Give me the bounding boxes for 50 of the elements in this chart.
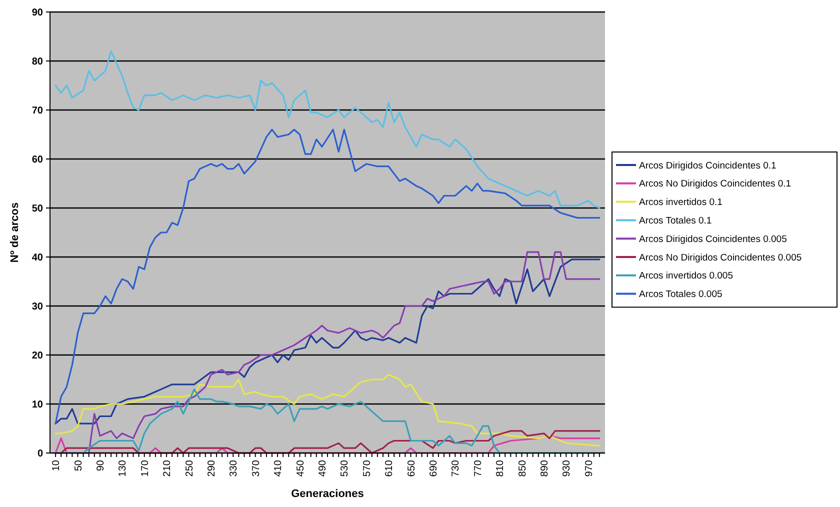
legend-label: Arcos invertidos 0.1	[639, 197, 722, 208]
y-tick-label: 60	[32, 154, 44, 166]
x-tick-label: 450	[295, 460, 306, 477]
line-series	[54, 258, 600, 424]
x-tick-label: 170	[140, 460, 151, 477]
x-tick-label: 410	[273, 460, 284, 477]
line-series	[54, 374, 600, 446]
line-series	[54, 128, 600, 424]
x-tick-label: 570	[362, 460, 373, 477]
x-tick-label: 330	[228, 460, 240, 477]
y-tick-label: 80	[32, 56, 44, 68]
x-tick-label: 210	[162, 460, 174, 477]
y-tick-label: 30	[32, 302, 44, 312]
x-tick-label: 770	[472, 460, 484, 477]
line-series	[54, 388, 600, 454]
legend-label: Arcos No Dirigidos Coincidentes 0.005	[639, 252, 802, 264]
x-tick-label: 650	[406, 460, 418, 477]
y-tick-label: 70	[32, 106, 44, 116]
x-tick-label: 130	[118, 460, 129, 477]
x-tick-label: 290	[206, 460, 218, 477]
y-tick-label: 90	[32, 8, 44, 18]
y-tick-label: 10	[32, 400, 44, 410]
x-tick-label: 530	[340, 460, 351, 477]
legend-label: Arcos Totales 0.005	[639, 289, 722, 300]
legend-label: Arcos Totales 0.1	[639, 216, 712, 227]
y-axis-title: Nº de arcos	[9, 202, 21, 263]
legend-label: Arcos No Dirigidos Coincidentes 0.1	[639, 178, 792, 190]
y-tick-label: 0	[37, 448, 44, 460]
x-tick-label: 930	[562, 460, 573, 477]
x-tick-label: 50	[73, 460, 84, 472]
x-tick-label: 10	[51, 460, 62, 472]
x-tick-label: 970	[584, 460, 595, 477]
y-tick-label: 40	[32, 252, 44, 264]
x-tick-label: 730	[450, 460, 462, 477]
x-tick-label: 890	[539, 460, 550, 477]
x-tick-label: 250	[184, 460, 196, 477]
line-series	[54, 50, 600, 209]
x-tick-label: 490	[317, 460, 328, 477]
x-tick-label: 690	[428, 460, 440, 477]
y-tick-label: 20	[32, 350, 44, 362]
x-tick-label: 810	[495, 460, 506, 477]
x-tick-label: 90	[95, 460, 106, 472]
legend-label: Arcos invertidos 0.005	[639, 270, 733, 282]
x-tick-label: 850	[517, 460, 528, 477]
x-tick-label: 610	[384, 460, 396, 477]
legend-label: Arcos Dirigidos Coincidentes 0.1	[639, 160, 776, 172]
x-tick-label: 370	[250, 460, 262, 477]
y-tick-label: 50	[32, 204, 44, 214]
x-axis-title: Generaciones	[291, 488, 364, 500]
legend-label: Arcos Dirigidos Coincidentes 0.005	[639, 234, 787, 245]
